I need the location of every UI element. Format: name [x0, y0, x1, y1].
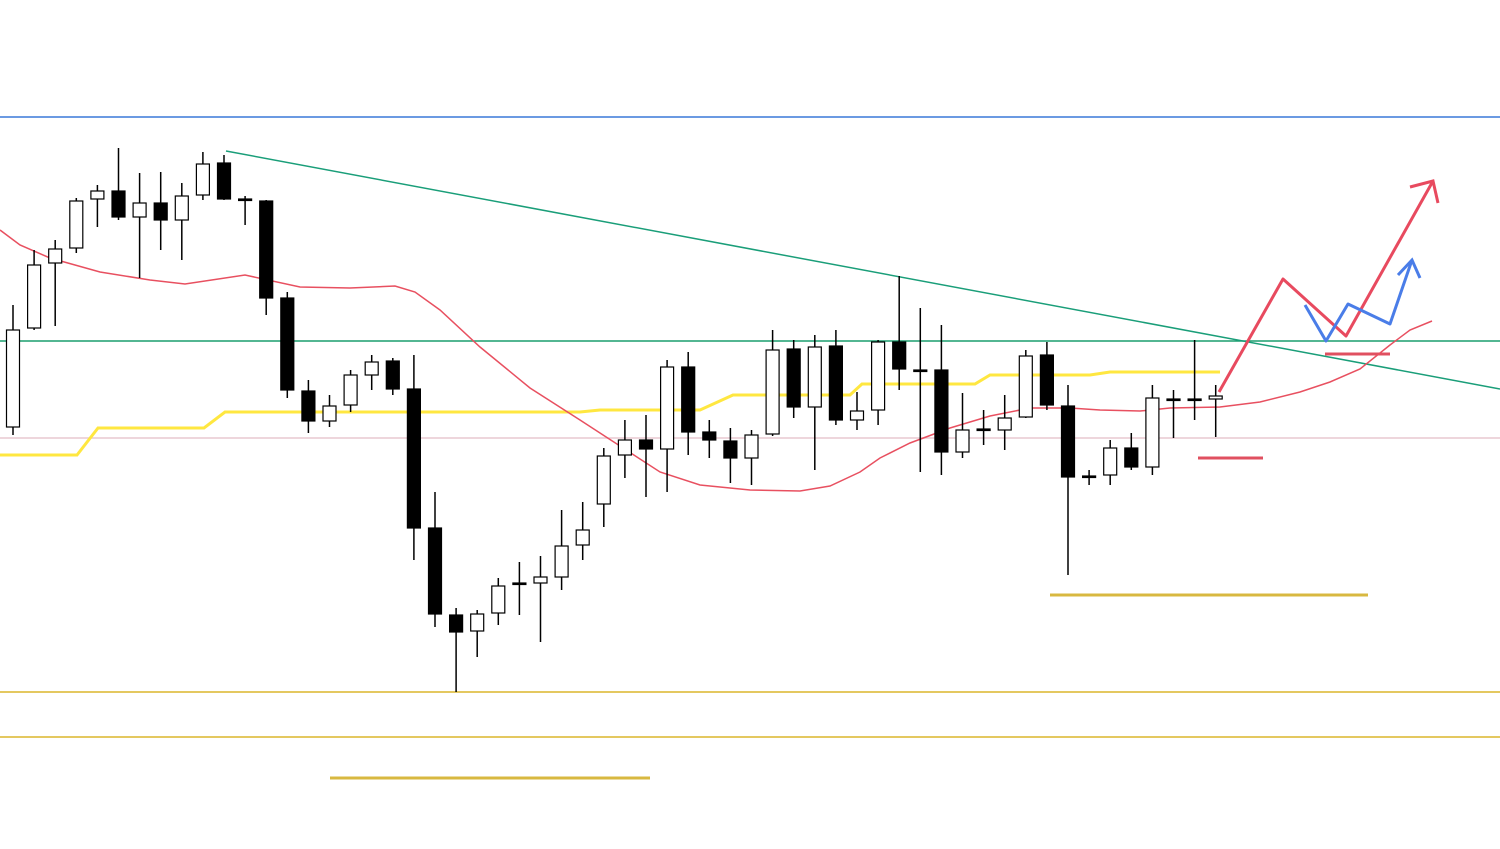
candle-body: [554, 545, 569, 578]
candle-body: [470, 613, 485, 632]
candle-body: [681, 366, 696, 433]
candle-body: [617, 439, 633, 456]
candle-body: [1103, 447, 1118, 476]
candle-body: [132, 202, 147, 218]
candle-body: [48, 248, 63, 264]
candle-body: [385, 360, 400, 390]
candle-body: [1208, 395, 1223, 400]
candle-body: [364, 361, 379, 376]
yellow-step-line: [0, 370, 1220, 457]
candle-body: [1187, 398, 1202, 402]
candle-body: [659, 366, 675, 450]
candle-body: [238, 198, 253, 202]
candle-body: [512, 582, 527, 586]
candle-body: [280, 297, 295, 391]
candle-body: [195, 163, 210, 196]
candle-body: [1018, 355, 1033, 418]
candle-body: [1039, 354, 1055, 406]
candle-body: [533, 576, 548, 584]
moving-average: [0, 229, 1433, 492]
candle-body: [427, 527, 443, 615]
scenario-arrow: [1303, 259, 1414, 343]
candle-body: [449, 614, 464, 633]
candle-body: [259, 200, 274, 299]
candle-body: [27, 264, 42, 329]
arrow-head: [1409, 179, 1440, 204]
candle-body: [575, 529, 590, 546]
candle-body: [69, 200, 84, 249]
candle-body: [744, 434, 759, 459]
candle-body: [1124, 447, 1139, 468]
candle-body: [807, 346, 822, 408]
candle-body: [976, 428, 991, 432]
candle-body: [153, 202, 168, 221]
candle-body: [301, 390, 316, 422]
candle-body: [913, 369, 928, 373]
candle-body: [343, 374, 358, 406]
candle-body: [702, 431, 717, 441]
candle-body: [596, 455, 611, 505]
arrow-head: [1396, 257, 1422, 279]
candle-body: [216, 162, 232, 200]
candle-body: [111, 190, 126, 218]
candle-body: [5, 329, 21, 428]
candle-body: [174, 195, 189, 221]
candle-body: [849, 410, 865, 421]
candle-body: [870, 341, 886, 411]
candle-body: [1166, 398, 1181, 402]
candle-body: [997, 417, 1012, 431]
candle-body: [828, 345, 844, 421]
candle-body: [491, 585, 506, 614]
candle-body: [322, 405, 337, 422]
candle-body: [1060, 405, 1076, 478]
candle-body: [892, 341, 907, 370]
candle-body: [786, 348, 801, 408]
candle-body: [638, 439, 654, 450]
trend-line: [225, 150, 1500, 390]
candle-body: [955, 429, 970, 453]
candle-body: [934, 369, 949, 453]
candle-body: [723, 440, 738, 459]
candle-body: [406, 388, 421, 529]
scenario-arrow: [1217, 180, 1435, 393]
candle-body: [1145, 397, 1160, 468]
candle-body: [90, 190, 105, 200]
candle-body: [765, 349, 780, 435]
candle-body: [1081, 475, 1097, 479]
